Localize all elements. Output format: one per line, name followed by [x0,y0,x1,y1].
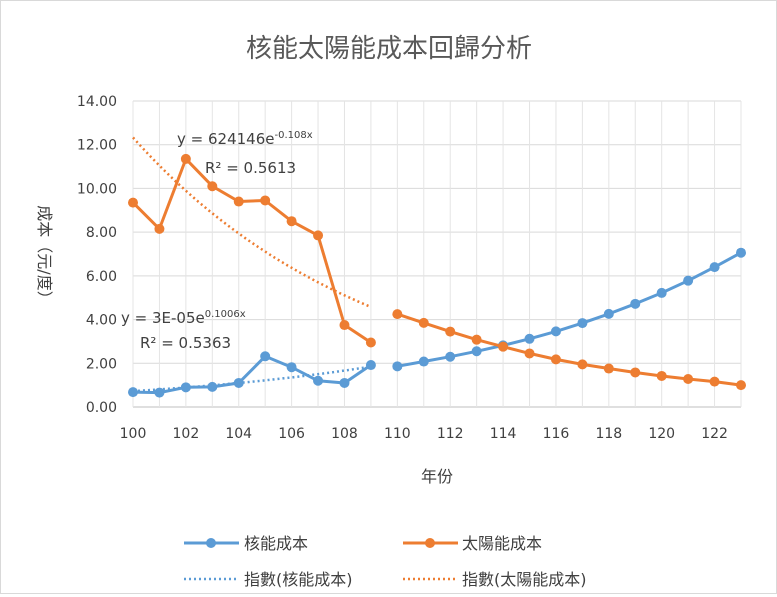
data-point-nuclear [630,298,641,309]
legend-item-solar: 太陽能成本 [403,534,542,553]
series-line-nuclear [132,354,372,395]
legend-label-nuclear-trend: 指數(核能成本) [244,570,353,589]
data-point-nuclear [683,275,694,286]
data-point-nuclear [180,382,191,393]
y-tick-label: 8.00 [86,225,117,241]
data-point-nuclear [207,381,218,392]
nuclear-trend-equation: y = 3E-05e0.1006x R² = 0.5363 [121,309,246,352]
data-point-nuclear [471,346,482,357]
solar-equation-base: y = 624146e [177,130,274,148]
data-point-solar [656,370,667,381]
data-point-solar [180,153,191,164]
data-point-nuclear [286,362,297,373]
data-point-solar [445,326,456,337]
data-point-nuclear [656,287,667,298]
nuclear-equation-exponent: 0.1006x [205,309,246,320]
data-point-solar [233,196,244,207]
data-point-nuclear [577,318,588,329]
x-axis-title: 年份 [421,467,453,486]
trendline-solar [132,136,372,309]
data-point-nuclear [233,377,244,388]
legend-label-solar: 太陽能成本 [462,534,542,553]
y-axis-title: 成本（元/度） [35,205,54,306]
data-point-solar [709,376,720,387]
data-point-solar [128,197,138,208]
x-tick-label: 116 [543,426,570,442]
data-point-solar [630,367,641,378]
svg-text:y = 3E-05e0.1006x: y = 3E-05e0.1006x [121,309,246,327]
trendlines [132,136,372,393]
chart-title: 核能太陽能成本回歸分析 [246,34,532,64]
x-tick-label: 120 [648,426,675,442]
data-point-solar [392,309,403,320]
y-tick-label: 2.00 [86,356,117,372]
data-point-solar [154,223,165,234]
data-point-nuclear [709,262,720,273]
x-tick-label: 110 [384,426,411,442]
svg-text:y = 624146e-0.108x: y = 624146e-0.108x [177,130,313,148]
data-point-nuclear [445,351,456,362]
chart-legend: 核能成本 太陽能成本 指數(核能成本) 指數(太陽能成本) [184,534,587,589]
legend-label-solar-trend: 指數(太陽能成本) [462,570,587,589]
x-axis-ticks: 100 102 104 106 108 110 112 114 116 118 120 122 [120,426,728,442]
x-tick-label: 102 [173,426,200,442]
data-point-solar [418,317,429,328]
data-point-solar [207,181,218,192]
data-point-solar [339,320,350,331]
data-point-solar [365,337,376,348]
legend-item-nuclear-trend: 指數(核能成本) [184,570,353,589]
data-point-solar [577,359,588,370]
data-point-solar [498,341,509,352]
data-point-nuclear [418,356,429,367]
data-point-solar [286,216,297,227]
y-tick-label: 6.00 [86,269,117,285]
y-axis-ticks: 0.00 2.00 4.00 6.00 8.00 10.00 12.00 14.00 [77,94,117,416]
data-point-solar [603,363,614,374]
x-tick-label: 112 [437,426,464,442]
data-point-solar [471,334,482,345]
data-series [128,153,746,398]
x-tick-label: 114 [490,426,517,442]
data-point-nuclear [550,326,561,337]
data-point-solar [550,354,561,365]
legend-label-nuclear: 核能成本 [244,534,308,553]
x-tick-label: 104 [225,426,252,442]
data-point-nuclear [128,387,138,398]
x-tick-label: 100 [120,426,147,442]
y-tick-label: 14.00 [77,94,117,110]
data-point-nuclear [392,361,403,372]
data-point-nuclear [260,351,271,362]
data-point-solar [260,195,271,206]
solar-r-squared: R² = 0.5613 [205,159,296,177]
nuclear-equation-base: y = 3E-05e [121,309,205,327]
x-tick-label: 122 [701,426,728,442]
data-point-solar [736,380,746,391]
data-point-solar [683,374,694,385]
solar-trend-equation: y = 624146e-0.108x R² = 0.5613 [177,130,313,177]
solar-equation-exponent: -0.108x [274,130,312,141]
y-tick-label: 0.00 [86,400,117,416]
data-point-nuclear [154,387,165,398]
x-tick-label: 108 [331,426,358,442]
nuclear-r-squared: R² = 0.5363 [140,334,231,352]
data-point-nuclear [313,375,324,386]
y-tick-label: 4.00 [86,313,117,329]
legend-item-solar-trend: 指數(太陽能成本) [403,570,587,589]
y-tick-label: 10.00 [77,181,117,197]
data-point-solar [313,230,324,241]
data-point-nuclear [524,333,535,344]
data-point-nuclear [603,308,614,319]
series-line-solar [131,157,372,344]
y-tick-label: 12.00 [77,138,117,154]
data-point-nuclear [339,377,350,388]
legend-item-nuclear: 核能成本 [184,534,308,553]
data-point-nuclear [736,247,746,258]
series-line-nuclear [397,251,742,368]
data-point-nuclear [365,360,376,371]
x-tick-label: 106 [278,426,305,442]
data-point-solar [524,348,535,359]
x-tick-label: 118 [595,426,622,442]
